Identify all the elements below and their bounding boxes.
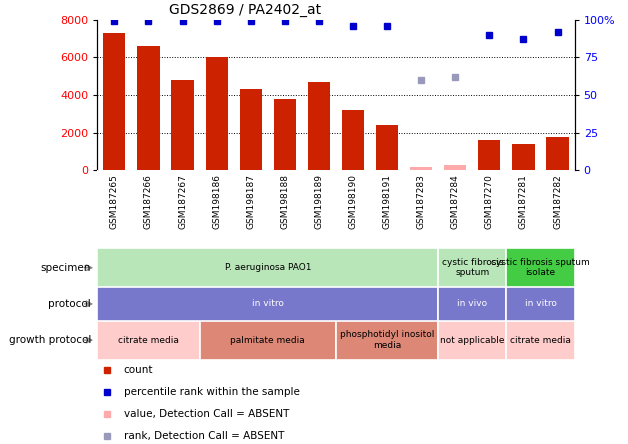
Bar [342, 110, 364, 170]
Text: GSM198189: GSM198189 [315, 174, 323, 230]
Text: GSM198186: GSM198186 [212, 174, 221, 230]
Text: in vitro: in vitro [524, 299, 556, 309]
Text: in vivo: in vivo [457, 299, 487, 309]
Text: GSM187265: GSM187265 [110, 174, 119, 229]
Text: GSM187282: GSM187282 [553, 174, 562, 229]
Text: GSM187284: GSM187284 [451, 174, 460, 229]
Text: P. aeruginosa PAO1: P. aeruginosa PAO1 [225, 263, 311, 272]
Text: percentile rank within the sample: percentile rank within the sample [124, 387, 300, 396]
Text: GSM198191: GSM198191 [382, 174, 392, 230]
Text: GDS2869 / PA2402_at: GDS2869 / PA2402_at [169, 3, 321, 17]
Bar [97, 287, 438, 321]
Text: GSM198190: GSM198190 [349, 174, 357, 230]
Text: specimen: specimen [41, 263, 91, 273]
Text: GSM187283: GSM187283 [417, 174, 426, 229]
Bar [512, 144, 534, 170]
Text: growth protocol: growth protocol [9, 335, 91, 345]
Bar [438, 321, 506, 360]
Bar [438, 248, 506, 287]
Bar [200, 321, 336, 360]
Bar [138, 46, 160, 170]
Text: GSM198187: GSM198187 [246, 174, 255, 230]
Text: not applicable: not applicable [440, 336, 504, 345]
Bar [506, 321, 575, 360]
Text: citrate media: citrate media [118, 336, 179, 345]
Text: palmitate media: palmitate media [230, 336, 305, 345]
Text: in vitro: in vitro [252, 299, 284, 309]
Bar [274, 99, 296, 170]
Bar [171, 80, 193, 170]
Text: GSM187270: GSM187270 [485, 174, 494, 229]
Bar [479, 140, 501, 170]
Bar [410, 167, 432, 170]
Bar [506, 287, 575, 321]
Bar [97, 248, 438, 287]
Text: phosphotidyl inositol
media: phosphotidyl inositol media [340, 330, 435, 350]
Bar [205, 57, 228, 170]
Text: cystic fibrosis sputum
isolate: cystic fibrosis sputum isolate [491, 258, 590, 278]
Bar [444, 165, 467, 170]
Bar [438, 287, 506, 321]
Text: count: count [124, 365, 153, 375]
Bar [308, 82, 330, 170]
Text: GSM187266: GSM187266 [144, 174, 153, 229]
Text: GSM187267: GSM187267 [178, 174, 187, 229]
Text: citrate media: citrate media [510, 336, 571, 345]
Bar [376, 125, 398, 170]
Text: rank, Detection Call = ABSENT: rank, Detection Call = ABSENT [124, 431, 284, 440]
Bar [506, 248, 575, 287]
Bar [104, 33, 126, 170]
Bar [240, 89, 262, 170]
Text: GSM187281: GSM187281 [519, 174, 528, 229]
Bar [336, 321, 438, 360]
Text: cystic fibrosis
sputum: cystic fibrosis sputum [441, 258, 503, 278]
Text: GSM198188: GSM198188 [280, 174, 290, 230]
Text: protocol: protocol [48, 299, 91, 309]
Bar [546, 137, 569, 170]
Text: value, Detection Call = ABSENT: value, Detection Call = ABSENT [124, 408, 289, 419]
Bar [97, 321, 200, 360]
